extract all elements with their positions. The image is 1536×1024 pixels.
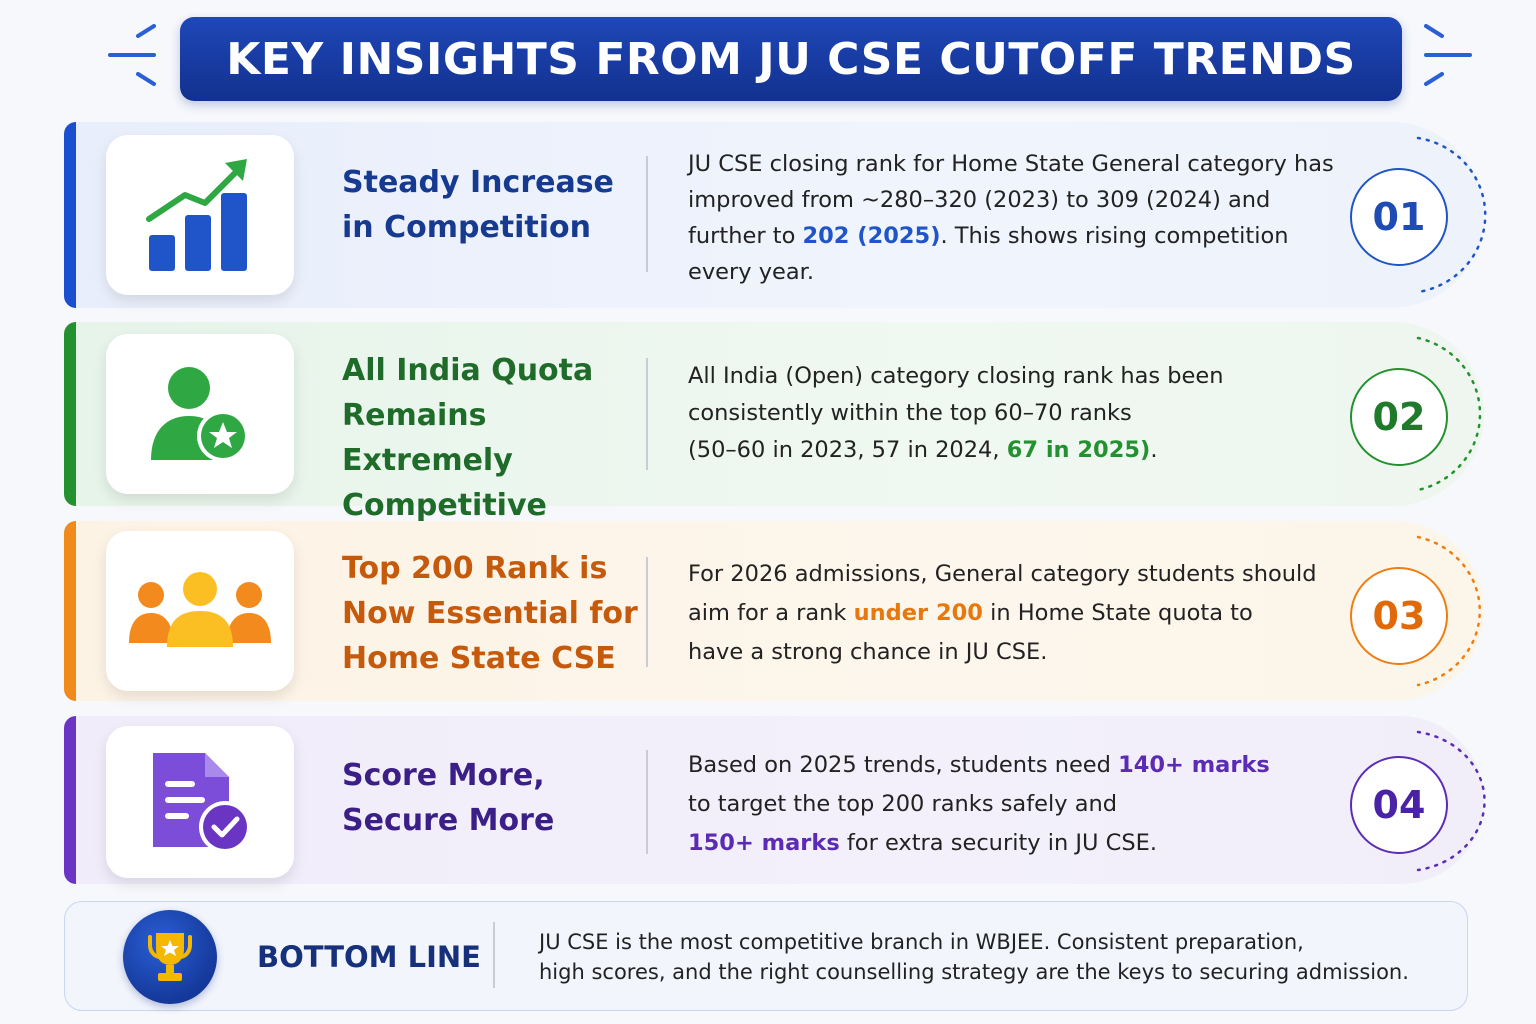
- divider: [646, 156, 648, 272]
- desc-text: JU CSE closing rank for Home State Gener…: [688, 151, 1334, 249]
- insight-title-line: in Competition: [342, 210, 592, 245]
- insight-card-2: All India Quota Remains Extremely Compet…: [64, 322, 1484, 523]
- insight-title-line: All India Quota: [342, 353, 594, 388]
- page-header: KEY INSIGHTS FROM JU CSE CUTOFF TRENDS: [180, 17, 1402, 101]
- desc-highlight: under 200: [853, 600, 983, 626]
- desc-text: (50–60 in 2023, 57 in 2024,: [688, 437, 1007, 463]
- insight-icon-box: [106, 334, 294, 494]
- insight-number-badge: 03: [1350, 567, 1448, 665]
- insight-description: All India (Open) category closing rank h…: [688, 358, 1338, 469]
- insight-title: Score More, Secure More: [342, 753, 642, 843]
- desc-highlight: 150+ marks: [688, 830, 840, 856]
- divider: [646, 358, 648, 470]
- desc-text: Based on 2025 trends, students need: [688, 752, 1119, 778]
- insight-icon-box: [106, 135, 294, 295]
- bottom-line-text-line: high scores, and the right counselling s…: [539, 960, 1409, 984]
- desc-highlight: 67 in 2025): [1006, 437, 1151, 463]
- insight-card-4: Score More, Secure More Based on 2025 tr…: [64, 716, 1486, 884]
- insight-title-line: Remains Extremely: [342, 398, 513, 478]
- desc-text: to target the top 200 ranks safely and: [688, 791, 1118, 817]
- user-star-icon: [151, 367, 249, 462]
- group-users-icon: [129, 572, 271, 647]
- divider: [646, 750, 648, 854]
- desc-text: consistently within the top 60–70 ranks: [688, 400, 1132, 426]
- bottom-line-label: BOTTOM LINE: [257, 940, 481, 974]
- bar-chart-trend-up-icon: [146, 159, 247, 271]
- desc-text: have a strong chance in JU CSE.: [688, 639, 1048, 665]
- dotted-arc-decoration: [1416, 336, 1482, 492]
- desc-text: aim for a rank: [688, 600, 854, 626]
- trophy-icon: [148, 933, 192, 981]
- insight-description: For 2026 admissions, General category st…: [688, 555, 1338, 672]
- divider: [646, 557, 648, 667]
- insight-card-1: Steady Increase in Competition JU CSE cl…: [64, 122, 1487, 308]
- trophy-badge: [123, 910, 217, 1004]
- divider: [493, 922, 495, 988]
- document-check-icon: [153, 753, 251, 853]
- insight-title-line: Now Essential for: [342, 596, 638, 631]
- insight-card-3: Top 200 Rank is Now Essential for Home S…: [64, 521, 1484, 701]
- insight-title-line: Top 200 Rank is: [342, 551, 608, 586]
- insight-title: Steady Increase in Competition: [342, 160, 642, 250]
- insight-title-line: Secure More: [342, 803, 555, 838]
- insight-number-badge: 02: [1350, 368, 1448, 466]
- header-decoration-right: [1424, 24, 1472, 86]
- insight-title-line: Home State CSE: [342, 641, 616, 676]
- dotted-arc-decoration: [1416, 136, 1487, 294]
- insight-description: JU CSE closing rank for Home State Gener…: [688, 146, 1338, 290]
- header-decoration-left: [108, 24, 156, 86]
- desc-text: For 2026 admissions, General category st…: [688, 561, 1317, 587]
- insight-icon-box: [106, 726, 294, 878]
- insight-title: Top 200 Rank is Now Essential for Home S…: [342, 546, 642, 681]
- desc-highlight: 202 (2025): [802, 223, 941, 249]
- card-accent-stripe: [64, 322, 76, 506]
- desc-text: All India (Open) category closing rank h…: [688, 363, 1224, 389]
- desc-text: for extra security in JU CSE.: [839, 830, 1158, 856]
- insight-icon-box: [106, 531, 294, 691]
- insight-title-line: Steady Increase: [342, 165, 614, 200]
- bottom-line-text-line: JU CSE is the most competitive branch in…: [539, 930, 1304, 954]
- card-accent-stripe: [64, 716, 76, 884]
- desc-text: .: [1150, 437, 1158, 463]
- insight-title-line: Competitive: [342, 488, 547, 523]
- desc-text: in Home State quota to: [982, 600, 1253, 626]
- bottom-line-text: JU CSE is the most competitive branch in…: [539, 927, 1439, 987]
- desc-text: . This shows rising competition every ye…: [688, 223, 1289, 285]
- desc-highlight: 140+ marks: [1118, 752, 1270, 778]
- insight-description: Based on 2025 trends, students need 140+…: [688, 746, 1338, 863]
- card-accent-stripe: [64, 521, 76, 701]
- insight-number-badge: 01: [1350, 168, 1448, 266]
- insight-number-badge: 04: [1350, 756, 1448, 854]
- card-accent-stripe: [64, 122, 76, 308]
- page-title: KEY INSIGHTS FROM JU CSE CUTOFF TRENDS: [226, 33, 1356, 85]
- insight-title: All India Quota Remains Extremely Compet…: [342, 348, 652, 528]
- insight-title-line: Score More,: [342, 758, 545, 793]
- bottom-line-panel: BOTTOM LINE JU CSE is the most competiti…: [64, 901, 1468, 1011]
